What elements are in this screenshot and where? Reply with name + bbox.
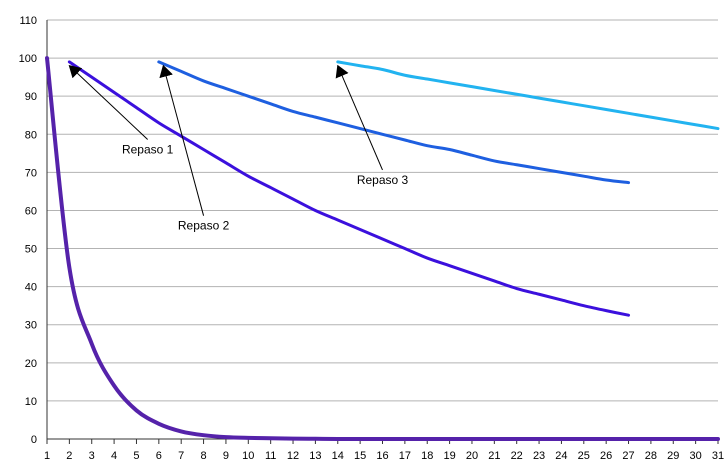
x-tick-label: 7 [178, 450, 184, 462]
x-tick-label: 6 [156, 450, 162, 462]
y-tick-label: 40 [25, 282, 37, 294]
y-tick-label: 60 [25, 205, 37, 217]
x-tick-label: 4 [111, 450, 117, 462]
x-tick-label: 9 [223, 450, 229, 462]
x-tick-label: 26 [600, 450, 612, 462]
x-tick-label: 18 [421, 450, 433, 462]
y-tick-label: 80 [25, 129, 37, 141]
series-line-3 [157, 60, 631, 185]
y-tick-label: 50 [25, 244, 37, 256]
y-tick-label: 90 [25, 91, 37, 103]
x-tick-label: 15 [354, 450, 366, 462]
x-tick-label: 27 [622, 450, 634, 462]
y-tick-label: 20 [25, 358, 37, 370]
y-tick-label: 0 [31, 434, 37, 446]
annotation-label-2: Repaso 2 [178, 219, 230, 233]
x-tick-label: 1 [44, 450, 50, 462]
x-tick-label: 30 [690, 450, 702, 462]
annotation-arrow-1 [68, 65, 148, 140]
y-tick-label: 100 [19, 53, 37, 65]
x-tick-label: 21 [488, 450, 500, 462]
series-line-2 [67, 60, 631, 317]
y-tick-label: 110 [19, 15, 37, 27]
x-tick-label: 28 [645, 450, 657, 462]
x-tick-label: 11 [265, 450, 276, 462]
x-tick-label: 24 [555, 450, 567, 462]
x-tick-label: 5 [133, 450, 139, 462]
x-tick-label: 3 [89, 450, 95, 462]
series-group [45, 56, 720, 442]
x-tick-label: 12 [287, 450, 299, 462]
annotation-label-1: Repaso 1 [122, 143, 174, 157]
annotation-arrow-3 [335, 64, 383, 171]
annotations: Repaso 1 Repaso 2 Repaso 3 [68, 64, 409, 233]
x-tick-label: 17 [399, 450, 411, 462]
x-tick-label: 29 [667, 450, 679, 462]
x-tick-label: 8 [201, 450, 207, 462]
y-tick-label: 30 [25, 320, 37, 332]
series-line-4 [336, 60, 720, 131]
x-tick-label: 19 [443, 450, 455, 462]
x-tick-label: 25 [578, 450, 590, 462]
x-tick-label: 31 [712, 450, 724, 462]
x-tick-label: 13 [309, 450, 321, 462]
x-tick-label: 14 [332, 450, 344, 462]
x-tick-label: 20 [466, 450, 478, 462]
annotation-arrow-2 [159, 64, 205, 216]
x-tick-label: 16 [376, 450, 388, 462]
y-tick-label: 10 [25, 396, 37, 408]
series-line-1 [45, 56, 720, 442]
grid [47, 19, 718, 440]
x-tick-label: 22 [511, 450, 523, 462]
y-tick-label: 70 [25, 167, 37, 179]
annotation-label-3: Repaso 3 [357, 173, 409, 187]
x-tick-label: 10 [242, 450, 254, 462]
x-tick-label: 23 [533, 450, 545, 462]
x-tick-label: 2 [66, 450, 72, 462]
